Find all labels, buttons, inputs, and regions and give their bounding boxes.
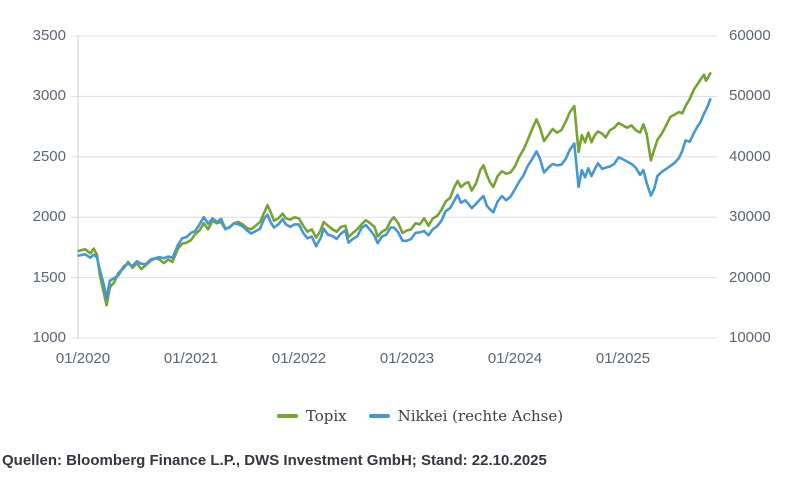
legend-label-nikkei: Nikkei (rechte Achse): [397, 407, 564, 425]
y-right-tick: 40000: [729, 148, 771, 165]
topix-line-swatch-icon: [276, 414, 298, 418]
chart-legend: Topix Nikkei (rechte Achse): [0, 405, 802, 427]
chart-canvas: [71, 35, 717, 339]
legend-label-topix: Topix: [305, 407, 347, 425]
x-tick: 01/2022: [271, 350, 327, 367]
y-left-tick: 2000: [32, 208, 66, 225]
x-tick: 01/2021: [163, 350, 219, 367]
nikkei-line-swatch-icon: [368, 414, 390, 418]
y-right-tick: 50000: [729, 87, 771, 104]
y-right-tick: 60000: [729, 27, 771, 44]
x-tick: 01/2020: [55, 350, 111, 367]
x-tick: 01/2025: [595, 350, 651, 367]
y-left-tick: 3500: [32, 27, 66, 44]
y-right-tick: 30000: [729, 208, 771, 225]
y-right-tick: 10000: [729, 329, 771, 346]
legend-item-nikkei: Nikkei (rechte Achse): [368, 407, 564, 425]
x-tick: 01/2023: [379, 350, 435, 367]
y-right-tick: 20000: [729, 269, 771, 286]
y-left-tick: 3000: [32, 87, 66, 104]
y-left-tick: 1500: [32, 269, 66, 286]
x-tick: 01/2024: [487, 350, 543, 367]
y-left-tick: 2500: [32, 148, 66, 165]
legend-item-topix: Topix: [276, 407, 347, 425]
source-note: Quellen: Bloomberg Finance L.P., DWS Inv…: [2, 452, 547, 469]
y-left-tick: 1000: [32, 329, 66, 346]
